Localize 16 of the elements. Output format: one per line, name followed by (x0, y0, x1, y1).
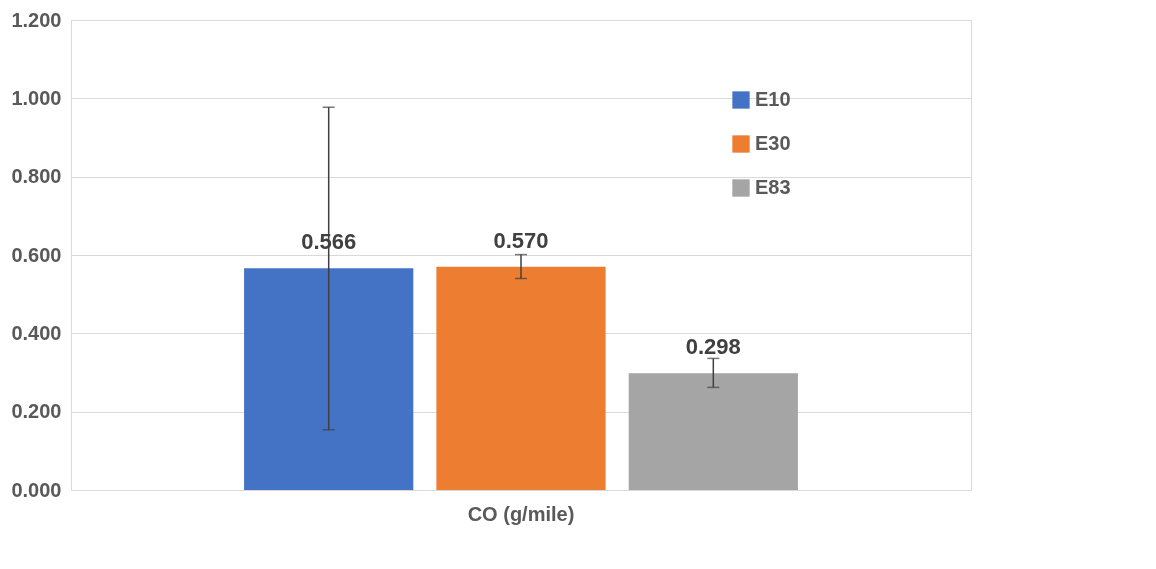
y-tick-label: 1.200 (11, 8, 62, 31)
y-tick-label: 1.000 (11, 86, 62, 109)
data-label: 0.570 (493, 227, 549, 253)
bar (436, 266, 606, 490)
legend-label: E10 (755, 88, 791, 110)
y-tick-label: 0.800 (11, 165, 62, 188)
bar (244, 268, 414, 490)
legend-label: E83 (755, 176, 791, 198)
y-tick-label: 0.200 (11, 400, 62, 423)
y-tick-label: 0.600 (11, 243, 62, 266)
y-tick-label: 0.400 (11, 321, 62, 344)
y-tick-label: 0.000 (11, 478, 62, 501)
x-tick-label: CO (g/mile) (467, 502, 575, 525)
data-label: 0.298 (685, 334, 741, 360)
bar (628, 373, 798, 490)
legend-label: E30 (755, 132, 791, 154)
